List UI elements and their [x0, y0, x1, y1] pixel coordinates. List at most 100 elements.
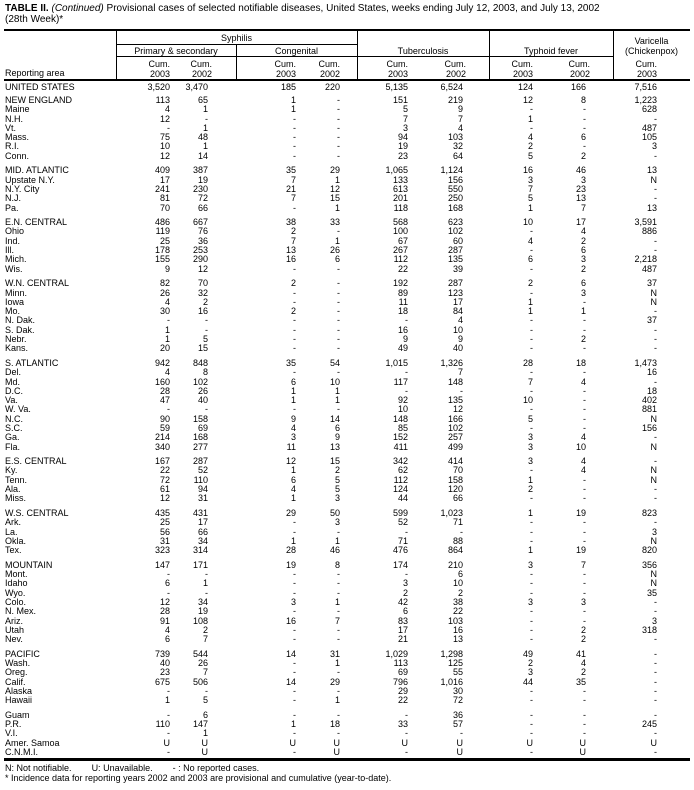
cell-value: -: [205, 404, 208, 415]
cell-value: 15: [329, 193, 340, 204]
cell-value: 37: [646, 315, 657, 326]
header-reporting-area: Reporting area: [5, 68, 65, 78]
table-row: S. ATLANTIC 942 848 35 54 1,015 1,326 28 18 1,473: [4, 358, 690, 368]
table-row: N.J. 81 72 7 15 201 250 5 13 -: [4, 193, 690, 204]
cell-value: -: [654, 658, 657, 668]
cell-value: 16: [646, 367, 657, 378]
cell-value: 431: [192, 507, 208, 518]
cell-value: 1,016: [440, 676, 463, 687]
cell-value: -: [293, 587, 296, 598]
cell-value: 168: [447, 202, 463, 213]
cell-value: 166: [570, 82, 586, 92]
cell-value: -: [530, 587, 533, 598]
cell-value: N: [650, 413, 658, 424]
reporting-area: Nebr.: [5, 334, 27, 345]
cell-value: 628: [641, 104, 657, 115]
cell-value: -: [583, 113, 586, 124]
table-row: N.H. 12 - - - 7 7 1 - -: [4, 113, 690, 124]
table-row: Iowa 4 2 - - 11 17 1 - N: [4, 296, 690, 307]
cell-value: -: [583, 296, 586, 307]
reporting-area: W. Va.: [5, 404, 31, 415]
year-label: 2003: [387, 69, 408, 79]
reporting-area: N.H.: [5, 113, 23, 124]
cell-value: 2: [580, 624, 586, 635]
cell-value: 35: [646, 587, 657, 598]
cell-value: 10: [397, 404, 408, 415]
cell-value: 3: [651, 141, 657, 152]
cell-value: -: [654, 150, 657, 161]
reporting-area: W.N. CENTRAL: [5, 278, 70, 289]
cell-value: 10: [522, 395, 533, 406]
cell-value: -: [530, 569, 533, 580]
cell-value: 550: [447, 183, 463, 194]
cell-value: 9: [457, 334, 463, 345]
cell-value: -: [293, 367, 296, 378]
table-row: Colo. 12 34 3 1 42 38 3 3 -: [4, 596, 690, 607]
cell-value: -: [293, 606, 296, 617]
cell-value: -: [583, 343, 586, 354]
cell-value: 250: [447, 193, 463, 204]
cell-value: 44: [522, 676, 533, 687]
cell-value: 110: [155, 719, 170, 730]
reporting-area: Wis.: [5, 263, 23, 274]
cell-value: 32: [452, 141, 463, 152]
cell-value: -: [654, 376, 657, 387]
cell-value: 158: [192, 413, 208, 424]
cell-value: 61: [159, 484, 170, 495]
cell-value: 29: [329, 165, 340, 176]
cell-value: -: [583, 615, 586, 626]
cell-value: 1: [290, 719, 296, 730]
cell-value: 277: [192, 441, 208, 452]
cell-value: 15: [329, 456, 340, 467]
cell-value: -: [337, 334, 340, 345]
table-row: MOUNTAIN 147 171 19 8 174 210 3 7 356: [4, 559, 690, 570]
cell-value: 10: [452, 578, 463, 589]
table-row: W. Va. - - - - 10 12 - - 881: [4, 404, 690, 415]
cell-value: 66: [197, 202, 208, 213]
cell-value: 13: [646, 202, 657, 213]
table-row: Tex. 323 314 28 46 476 864 1 19 820: [4, 545, 690, 556]
cell-value: -: [205, 324, 208, 335]
cell-value: 1: [334, 395, 340, 406]
reporting-area: MID. ATLANTIC: [5, 165, 69, 176]
cell-value: -: [405, 709, 408, 720]
cell-value: 435: [154, 507, 170, 518]
cell-value: 1: [290, 95, 296, 105]
cell-value: -: [167, 122, 170, 133]
cell-value: 16: [452, 624, 463, 635]
cell-value: 10: [522, 217, 533, 228]
table-row: Wyo. - - - - 2 2 - - 35: [4, 587, 690, 598]
cell-value: 16: [285, 615, 296, 626]
cell-value: -: [530, 606, 533, 617]
cell-value: 10: [329, 376, 340, 387]
cell-value: 7: [290, 235, 296, 246]
cell-value: -: [530, 245, 533, 256]
cell-value: 6: [164, 578, 170, 589]
cell-value: 201: [392, 193, 408, 204]
cell-value: -: [583, 535, 586, 546]
cell-value: 6: [402, 606, 408, 617]
cell-value: 148: [392, 413, 408, 424]
cell-value: -: [583, 493, 586, 504]
cell-value: 14: [285, 676, 296, 687]
cell-value: 675: [154, 676, 170, 687]
cell-value: 2: [334, 465, 340, 476]
cell-value: 46: [329, 545, 340, 556]
reporting-area: NEW ENGLAND: [5, 95, 73, 105]
cell-value: 5: [202, 695, 208, 706]
year-label: 2003: [512, 69, 533, 79]
cell-value: 599: [392, 507, 408, 518]
cell-value: 314: [192, 545, 208, 556]
cell-value: 171: [192, 559, 208, 570]
cell-value: -: [583, 526, 586, 537]
table-row: Ohio 119 76 2 - 100 102 - 4 886: [4, 226, 690, 237]
cell-value: 34: [197, 535, 208, 546]
header-cum-2: Cum. 2003: [256, 59, 296, 79]
header-cum-4: Cum. 2003: [368, 59, 408, 79]
cell-value: 71: [397, 535, 408, 546]
cell-value: 42: [397, 596, 408, 607]
cell-value: -: [293, 296, 296, 307]
cell-value: 66: [452, 493, 463, 504]
cell-value: 33: [397, 719, 408, 730]
cell-value: 119: [155, 226, 170, 237]
